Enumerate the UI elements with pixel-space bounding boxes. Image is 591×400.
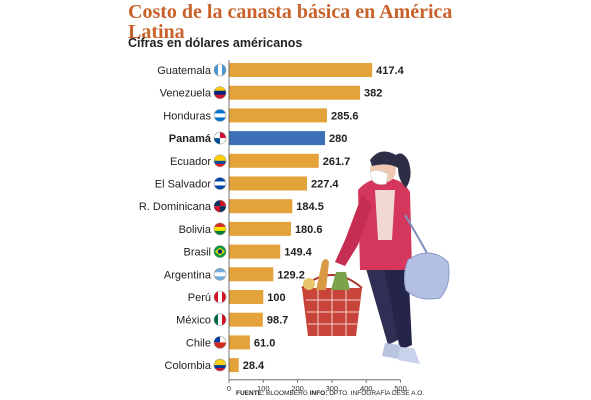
flag-venezuela-icon	[213, 86, 227, 99]
flag-honduras-icon	[213, 109, 227, 122]
bar-argentina	[229, 267, 274, 282]
category-label: Chile	[186, 337, 211, 349]
flag-ecuador-icon	[213, 154, 227, 168]
data-label: 98.7	[267, 315, 288, 327]
category-label: México	[176, 315, 211, 327]
shopper-hair	[370, 151, 411, 188]
data-label: 285.6	[331, 110, 359, 122]
category-label: Bolivia	[179, 224, 212, 236]
x-tick-label: 400	[360, 384, 373, 393]
category-label: Guatemala	[157, 65, 212, 77]
shoulder-bag-icon	[403, 252, 450, 300]
data-label: 184.5	[296, 201, 324, 213]
flag-el-salvador-icon	[213, 177, 227, 190]
x-tick-label: 500	[394, 384, 407, 393]
bar-colombia	[229, 358, 239, 373]
bar-bolivia	[229, 221, 291, 236]
x-tick-label: 200	[291, 384, 304, 393]
face-mask-icon	[369, 170, 389, 185]
category-label: Argentina	[164, 269, 212, 281]
source-label: FUENTE:	[236, 390, 265, 397]
source-text: BLOOMBERG	[265, 390, 308, 397]
bar-venezuela	[229, 85, 361, 100]
flag-brazil-icon	[213, 245, 227, 258]
data-label: 180.6	[295, 224, 323, 236]
bar-ecuador	[229, 153, 319, 168]
bar-chile	[229, 335, 250, 350]
category-label: Perú	[188, 292, 211, 304]
basket-weave	[306, 290, 360, 336]
data-label: 149.4	[284, 247, 312, 259]
info-text: DPTO. INFOGRAFÍA DESE A.O.	[329, 390, 425, 397]
bar-r-dominicana	[229, 199, 293, 214]
data-label: 28.4	[243, 360, 265, 372]
x-tick-label: 0	[227, 384, 231, 393]
flag-panama-icon	[213, 131, 227, 145]
chart-subtitle: Cifras en dólares américanos	[128, 36, 303, 50]
category-label: R. Dominicana	[139, 201, 212, 213]
flag-dominican-republic-icon	[213, 199, 227, 213]
bread-icon	[316, 259, 329, 290]
flag-colombia-icon	[213, 358, 227, 372]
info-label: INFO:	[309, 390, 328, 397]
data-label: 129.2	[277, 269, 305, 281]
flag-mexico-icon	[213, 313, 227, 327]
data-label: 61.0	[254, 337, 275, 349]
chart-source: FUENTE: BLOOMBERG INFO: DPTO. INFOGRAFÍA…	[236, 390, 424, 397]
data-label: 280	[329, 133, 347, 145]
bar-m-xico	[229, 312, 263, 327]
x-tick-label: 300	[326, 384, 339, 393]
category-label: Ecuador	[170, 156, 211, 168]
shopper-arm	[335, 195, 372, 266]
bar-brasil	[229, 244, 281, 259]
shopper-shoe-left	[382, 343, 404, 360]
shopper-shoe-right	[398, 347, 420, 364]
data-label: 227.4	[311, 179, 339, 191]
category-label: Venezuela	[160, 88, 212, 100]
chart-title: Costo de la canasta básica en América La…	[128, 1, 453, 43]
fruit-icon	[303, 278, 315, 290]
bag-strap	[404, 214, 429, 256]
bar-per-	[229, 290, 264, 304]
bar-el-salvador	[229, 176, 307, 191]
category-label: Panamá	[169, 133, 212, 145]
flag-argentina-icon	[213, 267, 227, 281]
x-tick-label: 100	[257, 384, 270, 393]
flag-guatemala-icon	[213, 63, 227, 77]
flag-chile-icon	[213, 336, 227, 349]
bar-guatemala	[229, 63, 373, 77]
category-label: Honduras	[163, 110, 211, 122]
data-label: 417.4	[376, 65, 404, 77]
bar-honduras	[229, 108, 327, 123]
vegetables-icon	[331, 272, 350, 290]
category-label: Brasil	[183, 247, 211, 259]
flag-peru-icon	[213, 290, 227, 304]
bar-panam-	[229, 131, 326, 146]
data-label: 100	[267, 292, 285, 304]
data-label: 261.7	[323, 156, 351, 168]
category-label: Colombia	[165, 360, 212, 372]
flag-bolivia-icon	[213, 222, 227, 236]
shopper-shirt	[375, 190, 395, 240]
category-label: El Salvador	[155, 179, 212, 191]
data-label: 382	[364, 88, 382, 100]
